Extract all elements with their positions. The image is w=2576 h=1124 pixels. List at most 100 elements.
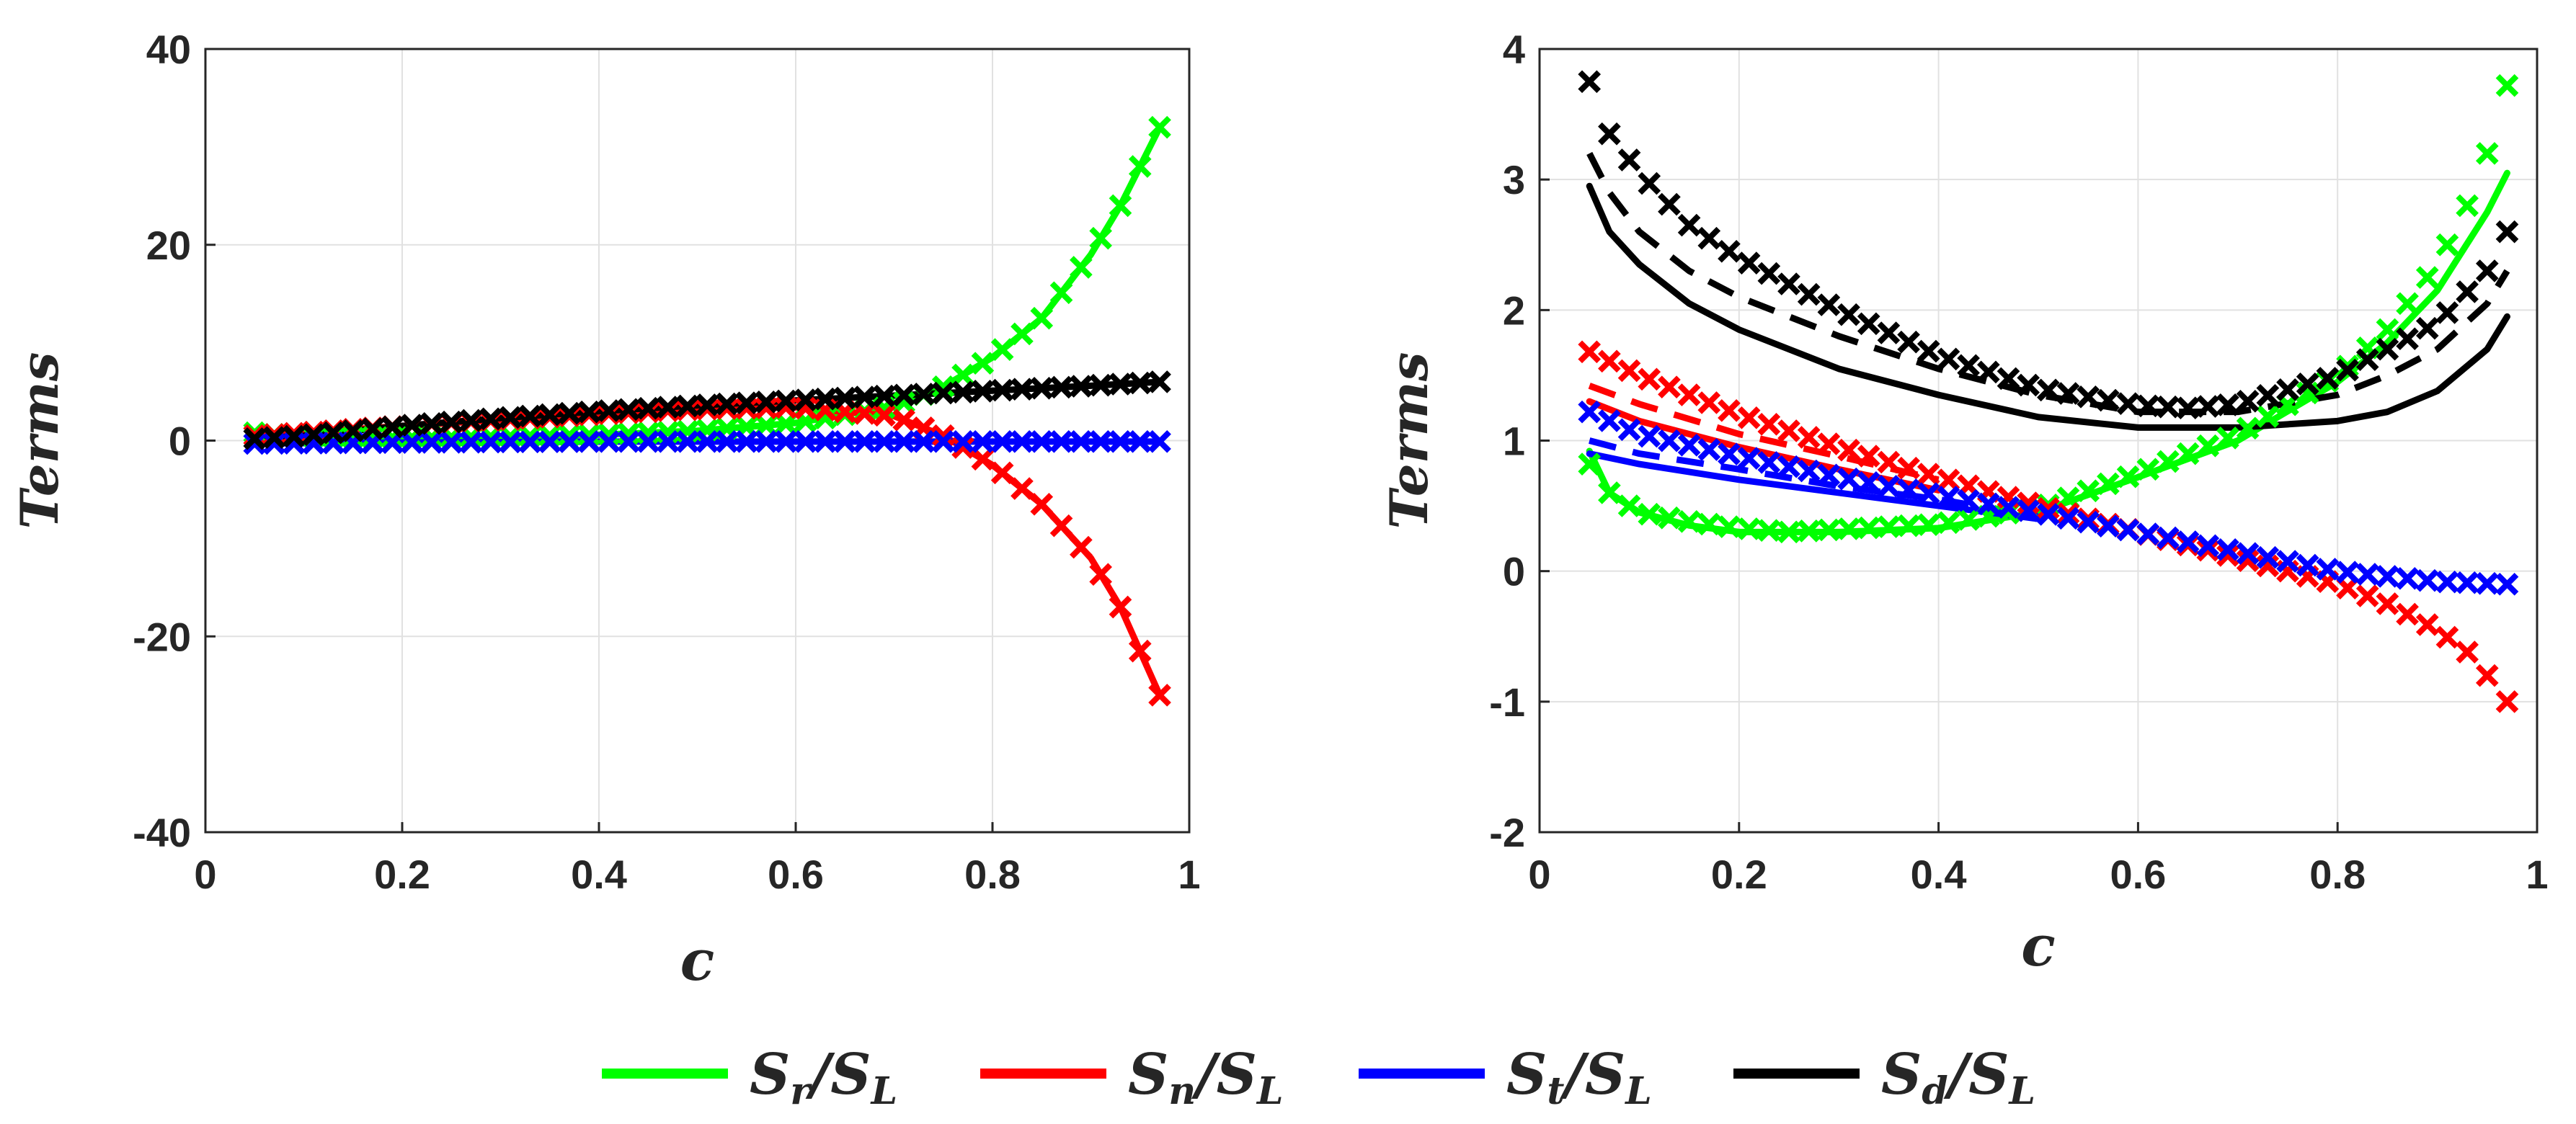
data-point-marker [518, 430, 542, 454]
y-tick-label: -2 [1489, 810, 1525, 855]
data-point-marker [1617, 359, 1641, 383]
data-point-marker [1897, 456, 1920, 480]
data-point-marker [990, 461, 1014, 485]
data-point-marker [1578, 400, 1602, 424]
y-tick-label: -40 [133, 810, 191, 855]
data-point-marker [2376, 565, 2399, 588]
legend-label: St/SL [1506, 1042, 1652, 1113]
data-point-marker [283, 424, 306, 448]
data-point-marker [734, 430, 758, 453]
x-tick-label: 0 [194, 852, 216, 897]
data-point-marker [1109, 194, 1132, 218]
data-point-marker [499, 430, 522, 454]
data-point-marker [1877, 321, 1901, 344]
data-point-marker [2376, 318, 2399, 342]
series-line-sd-sl-solid [1586, 182, 2510, 431]
data-point-marker [518, 424, 542, 448]
data-point-marker [558, 430, 581, 453]
data-point-marker [931, 424, 955, 447]
data-point-marker [1957, 508, 1980, 531]
data-point-marker [2056, 502, 2080, 525]
data-point-marker [636, 430, 660, 453]
data-point-marker [617, 398, 640, 422]
data-point-marker [1638, 171, 1661, 195]
data-point-marker [2415, 613, 2439, 636]
data-point-marker [1817, 432, 1841, 455]
data-point-marker [2176, 396, 2200, 420]
data-point-marker [912, 383, 936, 406]
data-point-marker [1049, 375, 1073, 399]
data-point-marker [931, 430, 955, 453]
legend-label: Sn/SL [1128, 1042, 1284, 1113]
data-point-marker [341, 419, 365, 442]
legend-item-t: St/SL [1359, 1042, 1652, 1113]
data-point-marker [1677, 383, 1701, 406]
data-point-marker [833, 386, 857, 410]
data-point-marker [1877, 450, 1901, 474]
x-tick-label: 0.6 [768, 852, 824, 897]
data-point-marker [755, 396, 778, 419]
data-point-marker [2336, 561, 2359, 584]
data-point-marker [1109, 373, 1132, 396]
data-point-marker [1658, 429, 1681, 452]
data-point-marker [1011, 322, 1034, 346]
x-tick-label: 0.4 [1911, 852, 1967, 897]
data-point-marker [2495, 73, 2519, 97]
data-point-marker [931, 381, 955, 405]
data-point-marker [2415, 568, 2439, 592]
data-point-marker [1697, 391, 1721, 414]
data-point-marker [1718, 399, 1741, 422]
data-point-marker [1658, 375, 1681, 399]
right-chart-panel: 0 0.2 0.4 0.6 0.8 1 -2 -1 0 1 2 3 4 c Terms [1378, 27, 2549, 979]
y-axis-label: Terms [9, 352, 70, 530]
data-point-marker [755, 430, 778, 453]
data-point-marker [971, 430, 995, 453]
data-point-marker [2116, 465, 2140, 489]
data-point-marker [1578, 452, 1602, 476]
data-point-marker [2017, 499, 2040, 522]
x-tick-label: 1 [2526, 852, 2548, 897]
data-point-marker [1089, 226, 1112, 250]
data-point-marker [1030, 430, 1054, 453]
data-point-marker [794, 388, 817, 411]
data-point-marker [321, 425, 345, 449]
data-point-marker [440, 431, 463, 454]
x-tick-label: 0.2 [374, 852, 430, 897]
data-point-marker [656, 430, 680, 453]
data-point-marker [617, 430, 640, 453]
x-tick-label: 0.2 [1711, 852, 1767, 897]
data-point-marker [2435, 233, 2459, 257]
data-point-marker [715, 392, 739, 416]
data-point-marker [1030, 376, 1054, 400]
data-point-marker [1897, 514, 1920, 538]
data-point-marker [321, 421, 345, 445]
data-point-marker [873, 403, 896, 427]
data-point-marker [2077, 510, 2100, 534]
data-point-marker [990, 430, 1014, 453]
y-tick-label: -1 [1489, 679, 1525, 725]
data-point-marker [892, 391, 915, 414]
data-point-marker [1638, 367, 1661, 391]
data-point-marker [1697, 512, 1721, 536]
data-point-marker [479, 430, 502, 454]
data-point-marker [597, 399, 621, 422]
data-point-marker [499, 424, 522, 448]
data-point-marker [577, 430, 601, 453]
data-point-marker [1797, 519, 1821, 543]
data-point-marker [2475, 142, 2499, 165]
data-point-marker [636, 396, 660, 420]
data-point-marker [1697, 438, 1721, 461]
data-point-marker [1997, 367, 2020, 391]
data-point-marker [1617, 418, 1641, 442]
data-point-marker [2435, 570, 2459, 594]
data-point-marker [2456, 641, 2479, 664]
data-point-marker [1797, 282, 1821, 306]
x-tick-label: 0.6 [2110, 852, 2166, 897]
data-point-marker [696, 397, 719, 421]
data-point-marker [2396, 327, 2419, 351]
data-point-marker [1089, 430, 1112, 453]
data-point-marker [1817, 463, 1841, 487]
data-point-marker [873, 384, 896, 408]
data-point-marker [1837, 467, 1860, 491]
legend-label: Sr/SL [750, 1042, 897, 1113]
